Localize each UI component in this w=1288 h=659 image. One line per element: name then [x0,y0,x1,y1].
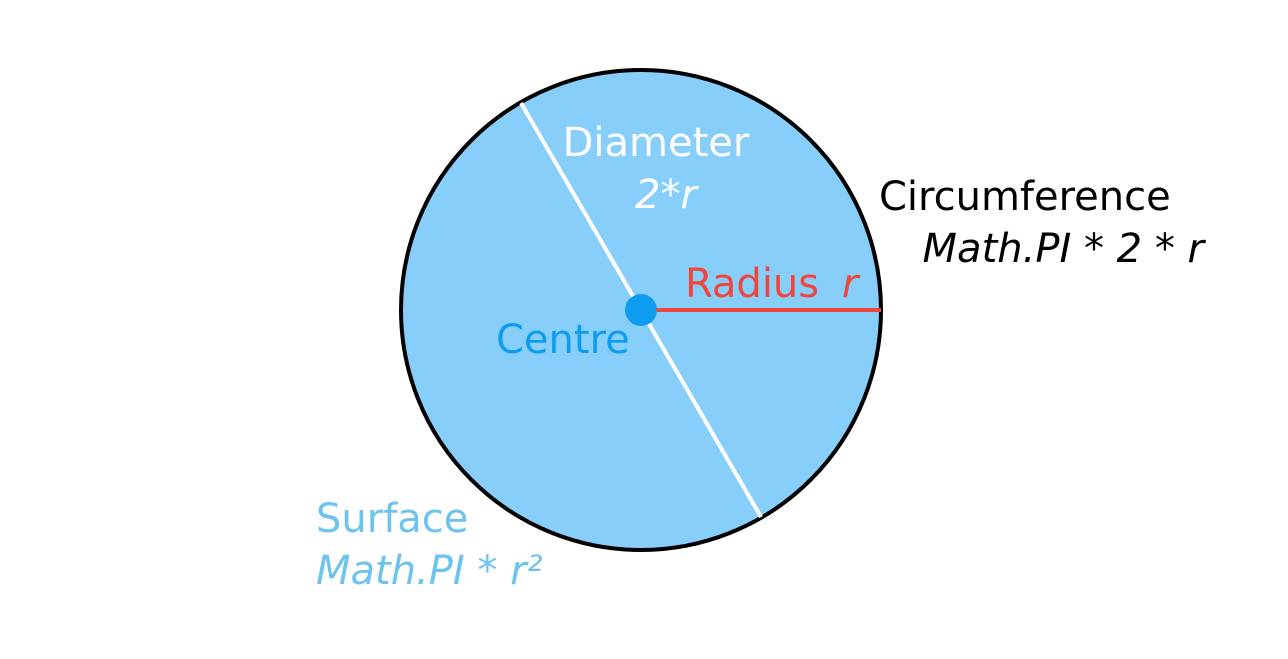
radius-label: Radius r [685,261,861,307]
surface-label: Surface [316,496,468,542]
centre-dot [625,294,657,326]
surface-formula: Math.PI * r² [316,548,543,594]
diameter-formula: 2*r [635,172,699,218]
circumference-formula: Math.PI * 2 * r [923,226,1207,272]
radius-label-variable: r [842,261,861,307]
centre-label: Centre [496,317,630,363]
diameter-label: Diameter [563,120,750,166]
circumference-label: Circumference [879,174,1171,220]
radius-label-name: Radius [685,261,819,307]
